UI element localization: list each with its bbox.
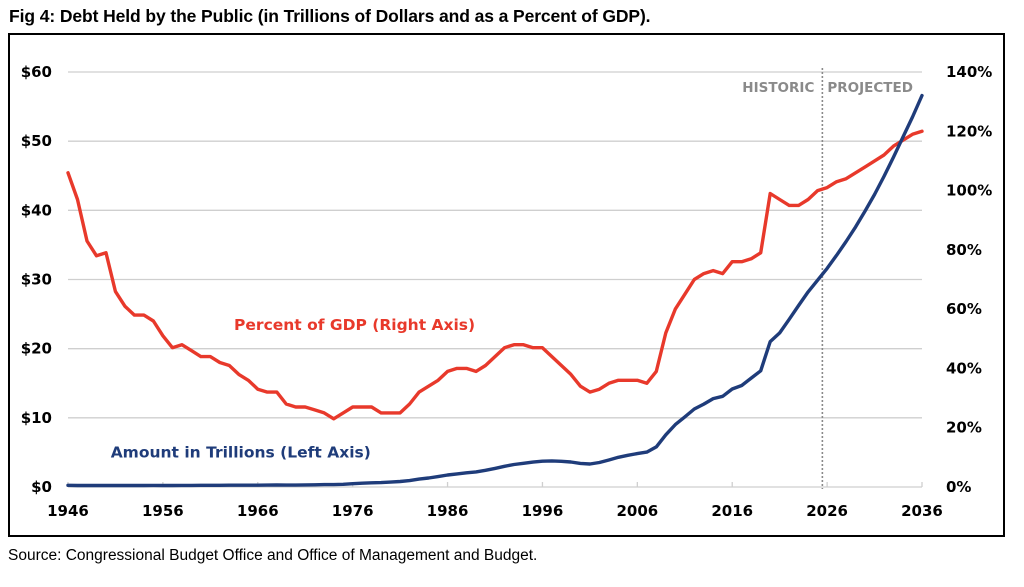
percent-of-gdp-line xyxy=(66,129,924,421)
historic-label: HISTORIC xyxy=(742,80,814,96)
right-axis-tick-label: 120% xyxy=(946,122,992,140)
x-axis-tick-label: 1946 xyxy=(47,502,89,520)
right-axis-tick-label: 40% xyxy=(946,359,982,377)
right-axis-tick-label: 20% xyxy=(946,419,982,437)
percent-series-label: Percent of GDP (Right Axis) xyxy=(234,316,475,334)
left-axis-tick-label: $0 xyxy=(31,478,52,496)
left-axis-tick-label: $20 xyxy=(21,340,52,358)
gridlines xyxy=(68,71,922,488)
x-axis-labels: 1946 1956 1966 1976 1986 1996 2006 2016 2026 2036 xyxy=(47,502,943,520)
series-lines xyxy=(66,93,924,488)
right-axis-tick-label: 0% xyxy=(946,478,971,496)
chart-frame xyxy=(8,33,1005,537)
left-axis-tick-label: $40 xyxy=(21,201,52,219)
amount-series-label: Amount in Trillions (Left Axis) xyxy=(111,443,371,461)
x-axis-tick-label: 2016 xyxy=(711,502,753,520)
left-axis-labels: $0 $10 $20 $30 $40 $50 $60 xyxy=(21,63,52,496)
right-axis-tick-label: 80% xyxy=(946,241,982,259)
x-axis-tick-label: 2026 xyxy=(806,502,848,520)
x-axis-tick-label: 1996 xyxy=(522,502,564,520)
right-axis-tick-label: 140% xyxy=(946,63,992,81)
left-axis-tick-label: $60 xyxy=(21,63,52,81)
projected-label: PROJECTED xyxy=(827,80,913,96)
right-axis-labels: 0% 20% 40% 60% 80% 100% 120% 140% xyxy=(946,63,992,496)
source-note: Source: Congressional Budget Office and … xyxy=(8,547,538,564)
left-axis-tick-label: $10 xyxy=(21,409,52,427)
right-axis-tick-label: 100% xyxy=(946,182,992,200)
x-axis-tick-label: 2006 xyxy=(616,502,658,520)
left-axis-tick-label: $50 xyxy=(21,132,52,150)
amount-trillions-line xyxy=(66,93,924,488)
x-axis-tick-label: 1976 xyxy=(332,502,374,520)
left-axis-tick-label: $30 xyxy=(21,271,52,289)
figure-title: Fig 4: Debt Held by the Public (in Trill… xyxy=(9,6,651,26)
x-axis-tick-label: 1986 xyxy=(427,502,469,520)
x-axis-tick-label: 1966 xyxy=(237,502,279,520)
x-axis-tick-label: 2036 xyxy=(901,502,943,520)
x-axis-tick-label: 1956 xyxy=(142,502,184,520)
right-axis-tick-label: 60% xyxy=(946,300,982,318)
